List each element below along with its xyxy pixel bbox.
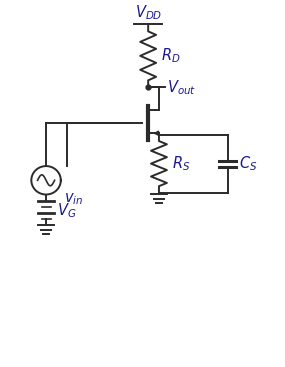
Text: $R_S$: $R_S$: [172, 154, 190, 173]
Text: $V_{DD}$: $V_{DD}$: [135, 3, 162, 22]
Text: $v_{in}$: $v_{in}$: [64, 192, 83, 207]
Text: $V_G$: $V_G$: [57, 201, 76, 220]
Text: $V_{out}$: $V_{out}$: [167, 78, 196, 97]
Text: $C_S$: $C_S$: [239, 154, 258, 173]
Text: $R_D$: $R_D$: [161, 47, 180, 65]
